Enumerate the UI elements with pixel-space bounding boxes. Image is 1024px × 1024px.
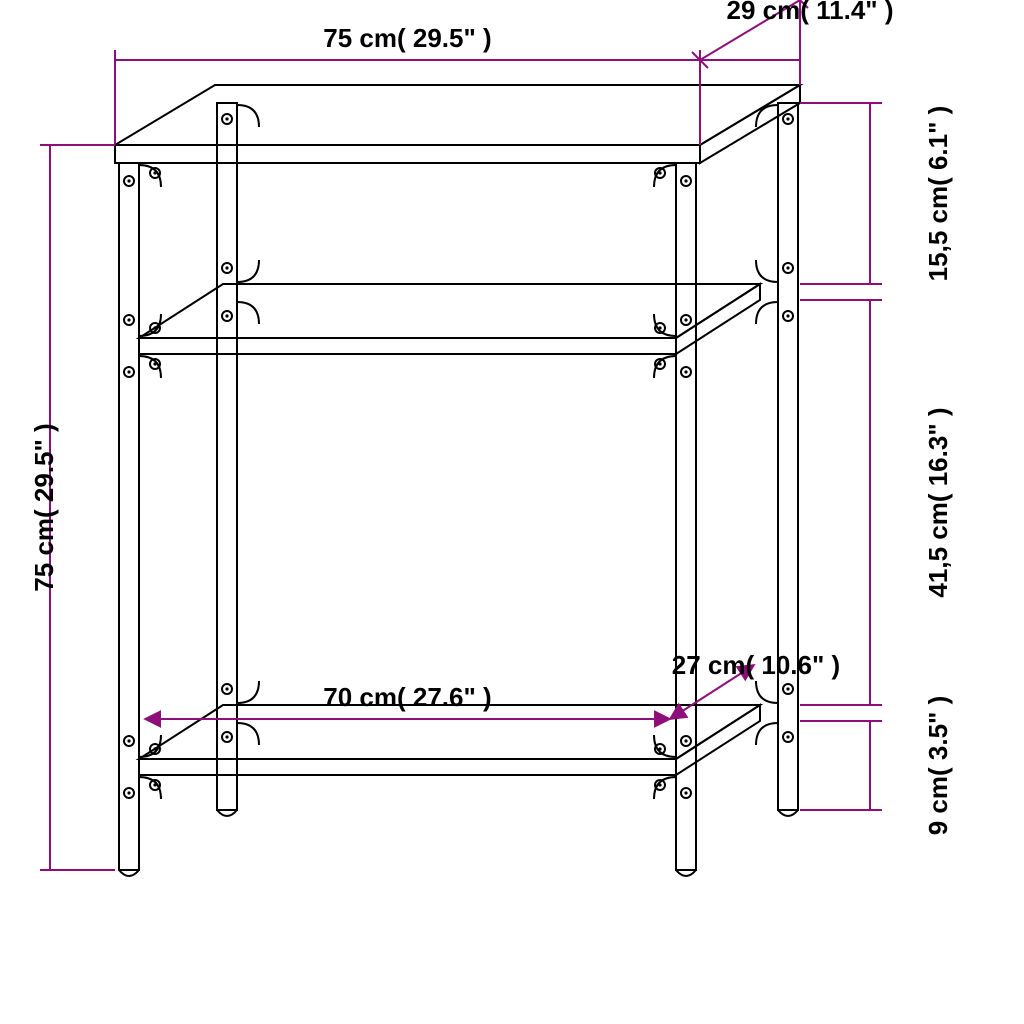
- dimension-label: 29 cm( 11.4" ): [727, 0, 894, 25]
- dimension-label: 70 cm( 27.6" ): [323, 682, 491, 712]
- dimension-label: 75 cm( 29.5" ): [323, 23, 491, 53]
- dimension-label: 27 cm( 10.6" ): [672, 650, 840, 680]
- dimension-label: 41,5 cm( 16.3" ): [923, 407, 953, 597]
- dimension-label: 75 cm( 29.5" ): [29, 423, 59, 591]
- dimension-label: 15,5 cm( 6.1" ): [923, 106, 953, 282]
- dimension-label: 9 cm( 3.5" ): [923, 696, 953, 836]
